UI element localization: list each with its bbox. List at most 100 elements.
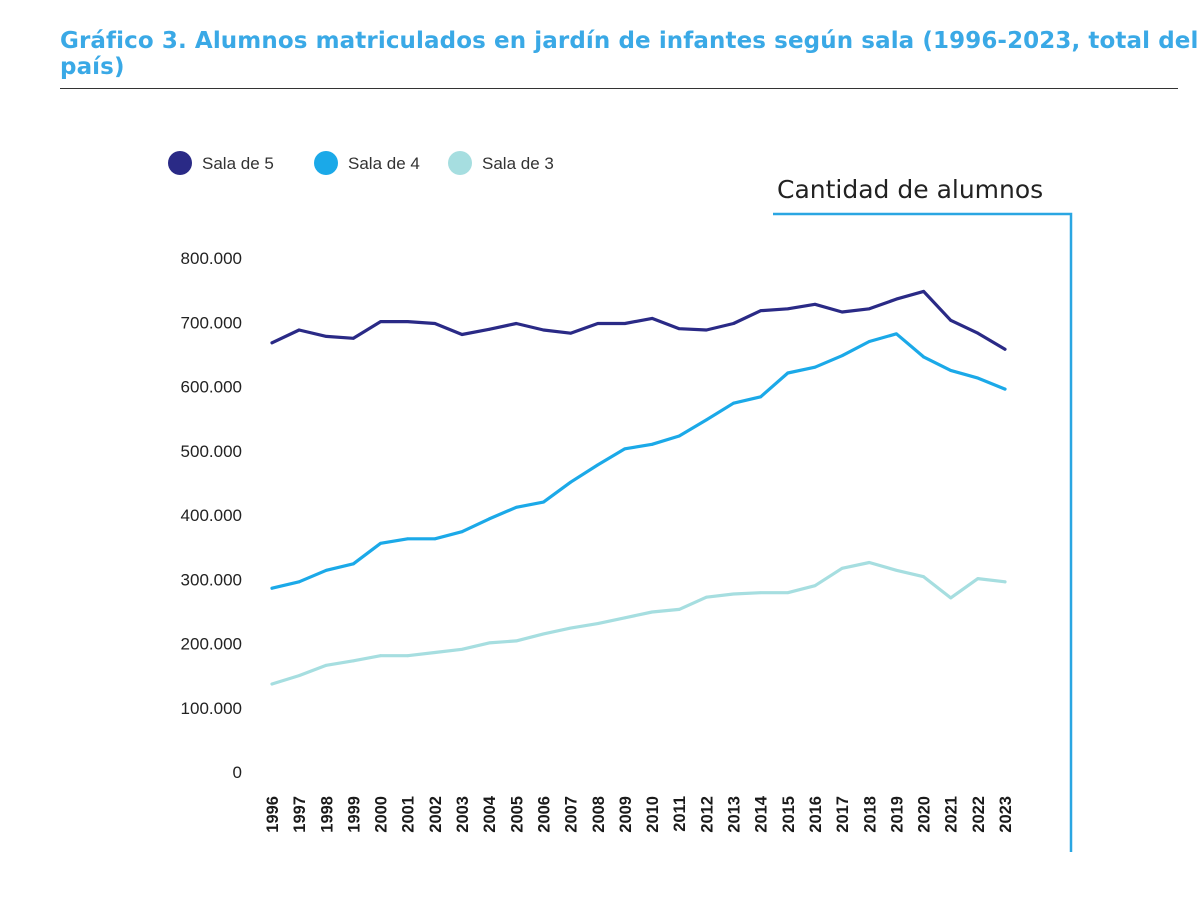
x-tick-label: 2004 <box>481 795 499 833</box>
data-point <box>623 616 627 620</box>
data-point <box>596 322 600 325</box>
y-tick-label: 600.000 <box>181 378 242 397</box>
data-point <box>976 376 980 380</box>
data-point <box>569 331 573 335</box>
x-tick-label: 2023 <box>997 796 1015 833</box>
y-tick-label: 500.000 <box>181 442 242 461</box>
data-point <box>867 307 871 311</box>
data-point <box>270 341 274 345</box>
x-tick-label: 2022 <box>970 796 988 833</box>
data-point <box>379 541 382 545</box>
data-point <box>732 322 735 325</box>
data-point <box>379 654 382 658</box>
data-point <box>704 595 708 599</box>
data-point <box>949 596 953 600</box>
data-point <box>352 659 355 663</box>
y-tick-label: 400.000 <box>181 506 242 525</box>
data-point <box>976 331 980 335</box>
x-tick-label: 2019 <box>888 796 906 833</box>
x-tick-label: 2014 <box>753 795 771 833</box>
data-point <box>623 447 627 451</box>
y-tick-label: 200.000 <box>181 635 242 654</box>
data-point <box>786 371 790 375</box>
x-tick-label: 2000 <box>373 796 391 833</box>
x-tick-label: 2021 <box>943 796 961 833</box>
x-tick-label: 1998 <box>318 796 336 833</box>
y-tick-label: 100.000 <box>181 699 242 718</box>
data-point <box>433 651 437 654</box>
data-point <box>922 575 925 579</box>
y-axis-title: Cantidad de alumnos <box>777 175 1043 204</box>
x-tick-label: 2015 <box>780 796 798 833</box>
data-point <box>650 442 654 446</box>
y-axis-ticks: 0 100.000 200.000 300.000 400.000 500.000 600.… <box>181 249 242 782</box>
x-tick-label: 1999 <box>345 796 363 833</box>
data-point <box>270 586 274 590</box>
data-point <box>379 320 382 324</box>
series-line <box>270 332 1007 590</box>
y-tick-label: 800.000 <box>181 249 242 268</box>
data-point <box>406 537 410 541</box>
chart-title: Gráfico 3. Alumnos matriculados en jardí… <box>60 28 1199 80</box>
frame-line <box>773 212 1073 852</box>
data-point <box>732 401 735 405</box>
data-point <box>650 610 654 614</box>
legend-label: Sala de 4 <box>348 154 420 173</box>
data-point <box>813 365 817 369</box>
x-tick-label: 2003 <box>454 796 472 833</box>
data-point <box>406 320 410 324</box>
x-tick-label: 2007 <box>563 796 581 833</box>
data-point <box>460 333 464 336</box>
y-tick-label: 0 <box>233 763 242 782</box>
data-point <box>270 682 274 686</box>
ylabel-frame: Cantidad de alumnos <box>773 175 1073 852</box>
data-point <box>460 647 464 651</box>
legend-marker <box>168 151 192 175</box>
data-point <box>704 418 708 422</box>
data-point <box>949 318 953 322</box>
data-point <box>460 530 464 534</box>
data-point <box>596 622 600 625</box>
data-point <box>433 537 437 541</box>
data-point <box>895 568 898 572</box>
data-point <box>895 297 898 301</box>
series-line <box>270 560 1007 686</box>
x-tick-label: 2013 <box>726 796 744 833</box>
data-point <box>786 591 790 595</box>
data-point <box>297 328 301 332</box>
data-point <box>433 322 437 325</box>
data-point <box>786 307 790 311</box>
x-tick-label: 2005 <box>508 796 526 833</box>
x-tick-label: 2001 <box>400 796 418 833</box>
data-point <box>677 608 681 611</box>
y-tick-label: 700.000 <box>181 313 242 332</box>
data-point <box>487 327 491 331</box>
data-point <box>813 302 817 306</box>
data-point <box>569 480 573 484</box>
data-point <box>922 290 925 293</box>
data-point <box>297 674 301 678</box>
legend-marker <box>314 151 338 175</box>
data-point <box>352 336 355 340</box>
data-point <box>704 328 708 332</box>
x-tick-label: 2006 <box>535 796 553 833</box>
data-point <box>677 327 681 331</box>
x-tick-label: 2009 <box>617 796 635 833</box>
series-line <box>270 289 1007 351</box>
data-point <box>542 500 545 504</box>
data-point <box>324 663 328 667</box>
x-tick-label: 2020 <box>916 796 934 833</box>
data-point <box>623 322 627 325</box>
x-tick-label: 2011 <box>671 796 689 832</box>
data-point <box>569 626 573 630</box>
data-point <box>677 434 681 438</box>
data-point <box>1003 580 1007 584</box>
x-tick-label: 2002 <box>427 796 445 833</box>
data-point <box>840 310 844 314</box>
y-tick-label: 300.000 <box>181 570 242 589</box>
x-tick-label: 2018 <box>861 796 879 833</box>
data-point <box>487 517 491 521</box>
data-point <box>867 561 871 564</box>
data-point <box>840 354 844 358</box>
data-point <box>542 632 545 636</box>
